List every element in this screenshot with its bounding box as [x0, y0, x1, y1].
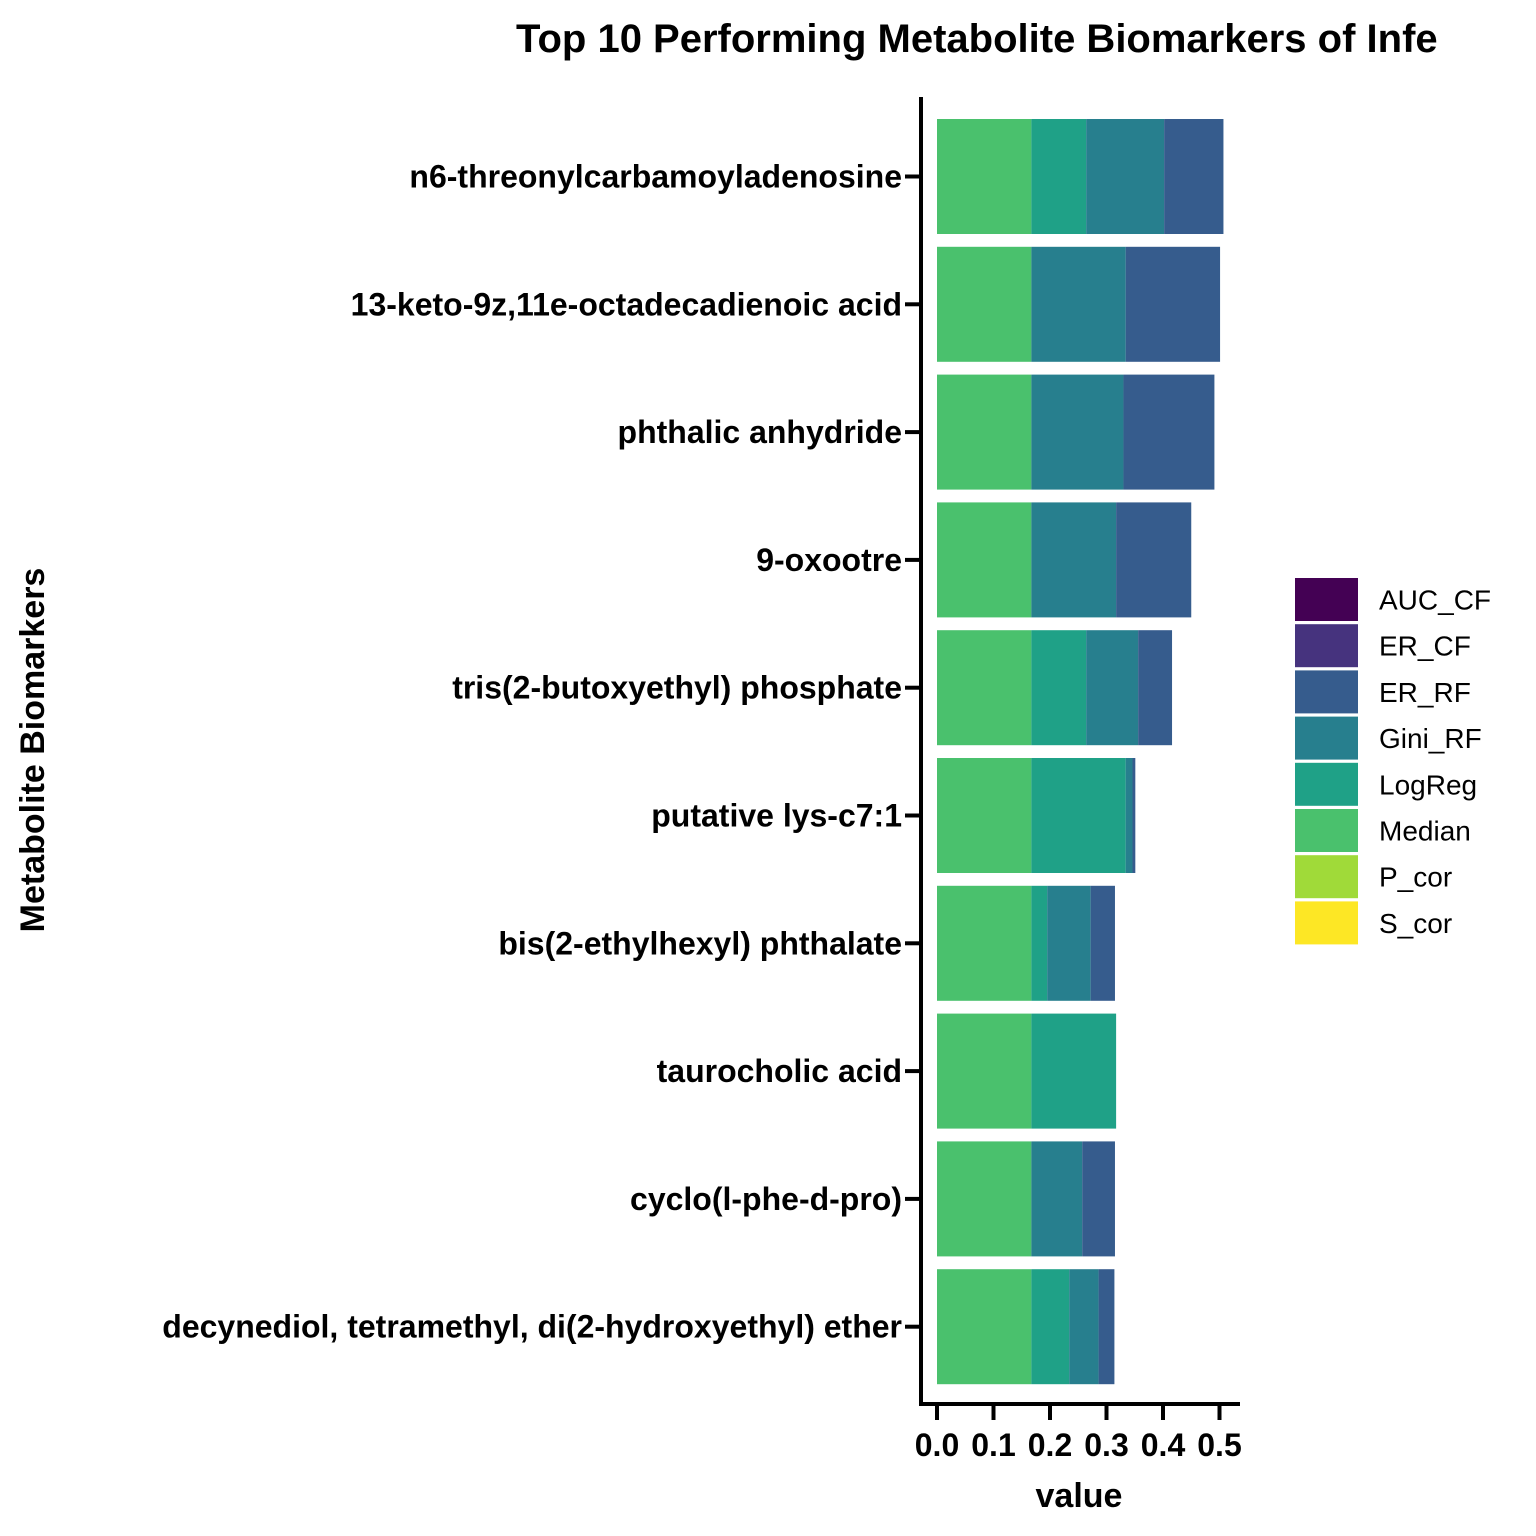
bar-segment-gini-rf-3: [1031, 374, 1124, 490]
bar-segment-er-rf-10: [1098, 1269, 1115, 1385]
category-label: decynediol, tetramethyl, di(2-hydroxyeth…: [162, 1309, 902, 1345]
bar-segment-gini-rf-5: [1086, 630, 1139, 746]
bar-segment-er-rf-9: [1082, 1141, 1115, 1257]
bar-segment-gini-rf-2: [1031, 246, 1126, 362]
bar-segment-median-3: [937, 374, 1032, 490]
bar-segment-median-1: [937, 119, 1032, 234]
bar-segment-er-rf-2: [1125, 246, 1221, 362]
bar-segment-median-10: [937, 1269, 1032, 1385]
legend-label-gini-rf: Gini_RF: [1379, 723, 1482, 754]
bar-segment-median-9: [937, 1141, 1032, 1257]
category-label: putative lys-c7:1: [651, 798, 902, 834]
bar-segment-er-rf-3: [1123, 374, 1215, 490]
bar-segment-logreg-6: [1031, 758, 1126, 873]
bar-segment-logreg-8: [1031, 1013, 1117, 1129]
bar-segment-median-4: [937, 502, 1032, 618]
x-axis: 0.0 0.1 0.2 0.3 0.4 0.5: [915, 1402, 1242, 1463]
legend-key-auc-cf: [1295, 578, 1358, 621]
bars-layer: [937, 119, 1224, 1385]
legend-key-gini-rf: [1295, 716, 1358, 760]
bar-segment-er-rf-6: [1132, 758, 1136, 873]
x-axis-title: value: [1036, 1477, 1123, 1515]
category-label: taurocholic acid: [657, 1053, 902, 1089]
legend: AUC_CF ER_CF ER_RF Gini_RF LogReg Median P_cor…: [1295, 578, 1491, 945]
legend-label-er-cf: ER_CF: [1379, 631, 1471, 662]
bar-segment-logreg-10: [1031, 1269, 1070, 1385]
bar-segment-er-rf-5: [1138, 630, 1173, 746]
bar-segment-logreg-7: [1031, 885, 1048, 1001]
y-axis-title: Metabolite Biomarkers: [14, 568, 52, 933]
category-label: 9-oxootre: [756, 542, 902, 578]
bar-segment-median-6: [937, 758, 1032, 873]
legend-label-er-rf: ER_RF: [1379, 677, 1471, 708]
category-label: tris(2-butoxyethyl) phosphate: [452, 670, 902, 706]
legend-label-logreg: LogReg: [1379, 769, 1477, 800]
bar-segment-er-rf-7: [1090, 885, 1115, 1001]
bar-segment-logreg-5: [1031, 630, 1087, 746]
bar-segment-median-2: [937, 246, 1032, 362]
bar-segment-gini-rf-7: [1047, 885, 1091, 1001]
category-label: bis(2-ethylhexyl) phthalate: [498, 925, 902, 961]
legend-key-p-cor: [1295, 855, 1358, 899]
category-label: 13-keto-9z,11e-octadecadienoic acid: [351, 286, 902, 322]
bar-segment-gini-rf-10: [1069, 1269, 1099, 1385]
legend-key-er-cf: [1295, 624, 1358, 668]
legend-label-median: Median: [1379, 816, 1471, 847]
bar-segment-gini-rf-1: [1086, 119, 1165, 234]
bar-segment-median-8: [937, 1013, 1032, 1129]
bar-segment-er-rf-4: [1116, 502, 1192, 618]
bar-segment-gini-rf-6: [1125, 758, 1133, 873]
bar-segment-er-rf-1: [1164, 119, 1224, 234]
legend-key-s-cor: [1295, 901, 1358, 945]
legend-label-s-cor: S_cor: [1379, 908, 1452, 939]
bar-segment-median-7: [937, 885, 1032, 1001]
legend-label-auc-cf: AUC_CF: [1379, 585, 1491, 616]
category-label: n6-threonylcarbamoyladenosine: [409, 159, 902, 195]
bar-segment-gini-rf-4: [1031, 502, 1117, 618]
x-tick-label: 0.3: [1084, 1427, 1128, 1463]
bar-segment-logreg-1: [1031, 119, 1087, 234]
x-tick-label: 0.2: [1028, 1427, 1072, 1463]
category-label: phthalic anhydride: [618, 414, 902, 450]
x-tick-label: 0.1: [971, 1427, 1015, 1463]
x-tick-label: 0.4: [1141, 1427, 1186, 1463]
legend-key-median: [1295, 809, 1358, 852]
y-axis: n6-threonylcarbamoyladenosine 13-keto-9z,…: [162, 97, 923, 1406]
legend-label-p-cor: P_cor: [1379, 862, 1452, 893]
chart-title: Top 10 Performing Metabolite Biomarkers …: [516, 17, 1438, 61]
bar-segment-gini-rf-9: [1031, 1141, 1083, 1257]
legend-key-logreg: [1295, 762, 1358, 806]
legend-key-er-rf: [1295, 670, 1358, 714]
x-tick-label: 0.0: [915, 1427, 959, 1463]
bar-segment-median-5: [937, 630, 1032, 746]
x-tick-label: 0.5: [1197, 1427, 1241, 1463]
category-label: cyclo(l-phe-d-pro): [630, 1181, 902, 1217]
